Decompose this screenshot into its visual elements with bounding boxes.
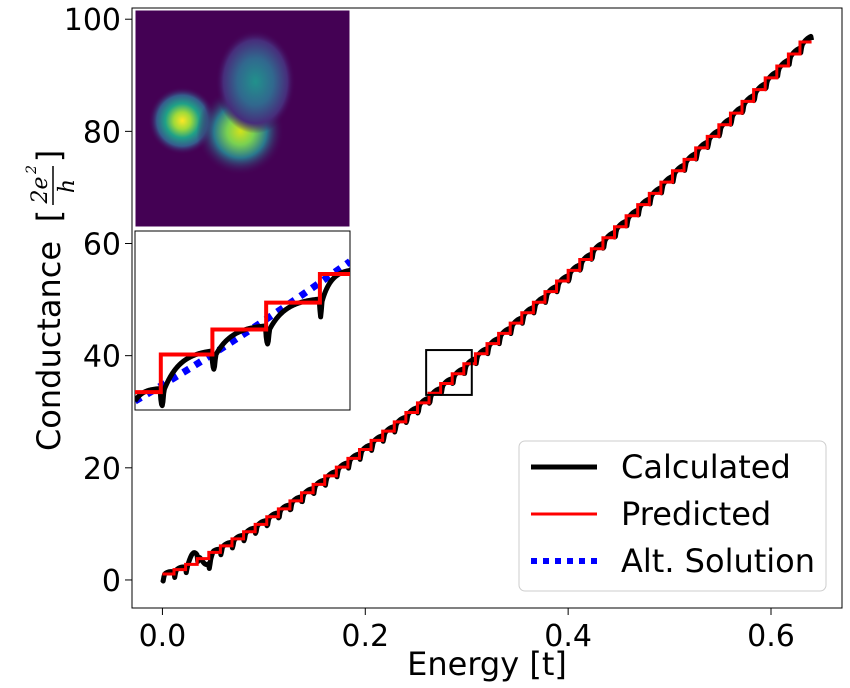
svg-text:Predicted: Predicted <box>621 495 771 533</box>
legend-entry-alt-solution: Alt. Solution <box>531 542 815 580</box>
y-unit-open-bracket: [ <box>30 210 68 222</box>
heatmap-blob <box>215 29 296 134</box>
inset-zoom <box>134 230 351 411</box>
y-tick-label: 40 <box>83 340 121 375</box>
inset-heatmap <box>134 9 351 228</box>
x-tick-label: 0.0 <box>139 619 187 654</box>
y-unit-numerator: 2e <box>28 176 53 204</box>
svg-text:Conductance: Conductance <box>30 241 68 451</box>
y-tick-label: 60 <box>83 228 121 263</box>
legend: Calculated Predicted Alt. Solution <box>518 440 827 592</box>
y-tick-label: 100 <box>64 3 121 38</box>
y-tick-label: 20 <box>83 452 121 487</box>
series-predicted-line <box>162 40 812 576</box>
x-tick-label: 0.4 <box>544 619 592 654</box>
legend-entry-predicted: Predicted <box>531 495 771 533</box>
zoom-region-box <box>425 349 473 396</box>
inset-series-predicted-line <box>135 271 350 395</box>
svg-text:Calculated: Calculated <box>621 448 791 486</box>
x-axis-ticks: 0.0 0.2 0.4 0.6 <box>139 608 795 654</box>
y-tick-label: 0 <box>102 564 121 599</box>
y-axis-ticks: 0 20 40 60 80 100 <box>64 3 132 599</box>
y-unit-close-bracket: ] <box>30 150 68 162</box>
y-axis-label: Conductance [ 2e 2 h ] <box>24 150 80 451</box>
legend-entry-calculated: Calculated <box>531 448 791 486</box>
x-tick-label: 0.6 <box>747 619 795 654</box>
y-tick-label: 80 <box>83 115 121 150</box>
svg-text:Alt. Solution: Alt. Solution <box>621 542 815 580</box>
y-unit-denominator: h <box>55 179 80 193</box>
x-tick-label: 0.2 <box>341 619 389 654</box>
x-axis-label: Energy [t] <box>407 645 567 683</box>
y-unit-numerator-exponent: 2 <box>24 165 40 175</box>
